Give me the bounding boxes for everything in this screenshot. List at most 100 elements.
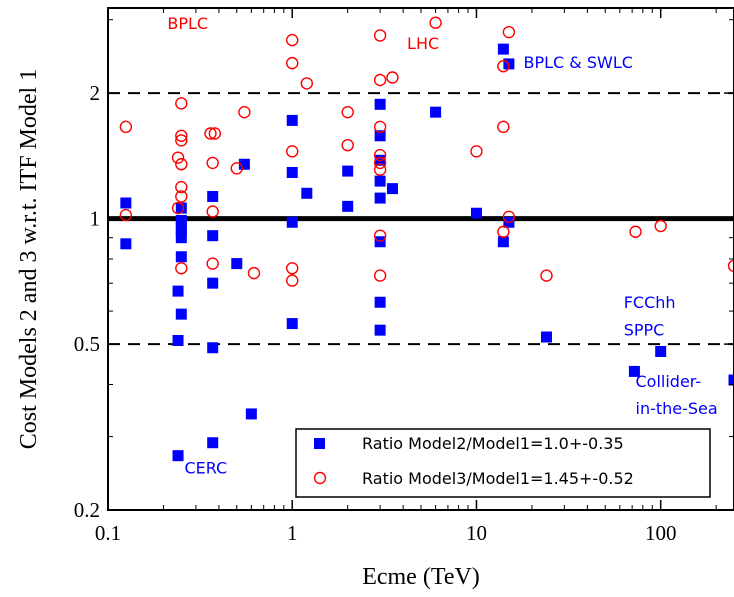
data-point-model2 [374, 324, 386, 336]
data-point-model2 [286, 318, 298, 330]
data-point-model3 [373, 163, 387, 176]
data-point-model2 [207, 190, 219, 202]
data-point-model3 [373, 120, 387, 134]
data-point-model3 [119, 208, 133, 222]
plot-frame [107, 7, 734, 511]
annotation-label: BPLC [167, 14, 208, 33]
data-point-model3 [230, 162, 243, 175]
annotation-label: SPPC [624, 320, 665, 339]
data-point-model2 [286, 114, 298, 126]
data-point-model3 [286, 262, 299, 275]
data-point-model2 [207, 437, 219, 449]
annotation-label: LHC [407, 34, 439, 53]
data-point-model3 [497, 225, 510, 238]
data-point-model3 [373, 148, 387, 162]
data-point-model2 [175, 202, 187, 214]
data-point-model3 [175, 129, 188, 142]
data-point-model2 [301, 187, 313, 199]
x-axis-title: Ecme (TeV) [362, 564, 480, 590]
data-point-model2 [231, 258, 243, 270]
data-point-model3 [175, 134, 188, 147]
data-point-model3 [497, 120, 510, 134]
data-point-model2 [120, 197, 132, 209]
x-tick-label: 100 [645, 521, 677, 545]
y-axis-title: Cost Models 2 and 3 w.r.t. ITF Model 1 [16, 69, 42, 449]
data-point-model3 [206, 205, 219, 218]
data-point-model3 [497, 60, 510, 73]
annotation-label: CERC [184, 458, 227, 477]
data-point-model2 [207, 277, 219, 289]
y-tick-label: 0.2 [74, 498, 100, 522]
data-point-model2 [470, 207, 482, 219]
legend-label-model2: Ratio Model2/Model1=1.0+-0.35 [362, 434, 624, 453]
data-point-model3 [654, 219, 667, 233]
data-point-model3 [373, 156, 387, 170]
data-point-model3 [171, 201, 185, 215]
data-point-model3 [206, 156, 219, 170]
data-point-model2 [120, 238, 132, 250]
data-point-model2 [430, 106, 442, 118]
x-tick-label: 10 [466, 521, 487, 545]
y-tick-label: 0.5 [74, 332, 100, 356]
data-point-model3 [208, 127, 222, 140]
data-point-model3 [373, 73, 387, 87]
data-marks [119, 16, 734, 462]
x-tick-label: 0.1 [95, 521, 121, 545]
data-point-model2 [374, 192, 386, 204]
data-point-model3 [286, 274, 299, 287]
data-point-model3 [341, 138, 354, 152]
data-point-model3 [286, 56, 299, 70]
data-point-model3 [119, 120, 133, 134]
data-point-model3 [386, 71, 399, 84]
data-point-model3 [175, 180, 188, 194]
data-point-model3 [429, 16, 442, 29]
data-point-model2 [386, 183, 398, 195]
data-point-model2 [207, 230, 219, 242]
legend-label-model3: Ratio Model3/Model1=1.45+-0.52 [362, 469, 634, 488]
data-point-model3 [286, 145, 299, 158]
data-point-model3 [540, 269, 553, 282]
data-point-model3 [341, 105, 354, 119]
data-point-model3 [175, 262, 188, 275]
data-point-model3 [373, 29, 387, 42]
data-point-model2 [172, 450, 184, 462]
data-point-model2 [628, 365, 640, 377]
data-point-model3 [171, 151, 185, 164]
data-point-model2 [207, 342, 219, 354]
data-point-model2 [374, 130, 386, 142]
data-point-model2 [728, 374, 734, 386]
y-tick-label: 1 [90, 207, 101, 231]
data-point-model3 [300, 77, 314, 90]
data-point-model3 [175, 158, 188, 171]
data-point-model2 [374, 296, 386, 308]
data-point-model2 [342, 165, 354, 177]
annotation-label: BPLC & SWLC [523, 53, 632, 72]
annotation-label: FCChh [624, 293, 676, 312]
data-point-model2 [175, 226, 187, 238]
data-point-model3 [286, 33, 299, 47]
legend-marker-model2 [314, 438, 325, 449]
data-point-model3 [204, 127, 217, 140]
legend: Ratio Model2/Model1=1.0+-0.35 Ratio Mode… [295, 428, 711, 498]
data-point-model3 [206, 257, 219, 270]
data-point-model2 [374, 175, 386, 187]
data-point-model3 [629, 225, 642, 238]
annotation-label: in-the-Sea [636, 399, 718, 418]
legend-marker-model3 [313, 471, 327, 485]
data-point-model2 [175, 214, 187, 226]
data-point-model2 [175, 251, 187, 263]
legend-box [295, 428, 711, 498]
data-point-model3 [470, 145, 483, 158]
data-point-model2 [497, 43, 509, 55]
data-point-model2 [497, 236, 509, 248]
data-point-model3 [373, 229, 387, 242]
data-point-model3 [373, 269, 387, 282]
data-point-model2 [175, 232, 187, 244]
data-point-model3 [247, 266, 261, 280]
data-point-model2 [286, 166, 298, 178]
data-point-model3 [175, 190, 188, 203]
data-point-model3 [238, 105, 251, 119]
x-tick-label: 1 [287, 521, 298, 545]
data-point-model3 [727, 259, 734, 273]
y-tick-label: 2 [90, 81, 101, 105]
